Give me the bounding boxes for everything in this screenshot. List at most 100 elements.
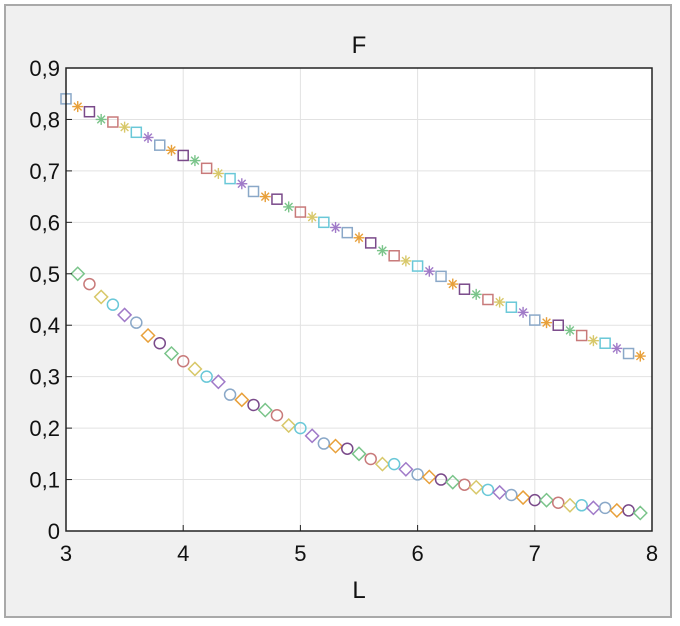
data-point: [224, 172, 236, 185]
data-point: [387, 457, 401, 471]
data-point: [130, 316, 143, 329]
data-point: [306, 211, 318, 223]
y-tick-label: 0,8: [29, 107, 60, 132]
data-point: [423, 265, 435, 277]
data-point: [200, 370, 213, 383]
data-point: [271, 193, 283, 205]
data-point: [609, 502, 625, 518]
data-point: [552, 319, 564, 331]
data-point: [318, 216, 330, 229]
data-point: [247, 185, 260, 198]
data-point: [304, 428, 320, 444]
data-point: [505, 301, 518, 313]
y-tick-label: 0,1: [29, 468, 60, 493]
data-point: [517, 306, 529, 318]
data-point: [223, 388, 237, 401]
chart-title: F: [352, 32, 367, 59]
x-axis-label: L: [352, 577, 365, 604]
y-tick-label: 0,4: [29, 313, 60, 338]
data-point: [622, 504, 635, 517]
data-point: [575, 329, 588, 342]
data-point: [564, 324, 576, 336]
y-tick-label: 0,3: [29, 365, 60, 390]
data-point: [341, 442, 354, 455]
data-point: [598, 501, 612, 515]
data-point: [445, 474, 461, 490]
data-point: [106, 298, 120, 311]
data-point: [529, 314, 541, 326]
data-point: [541, 317, 553, 329]
data-point: [505, 488, 518, 502]
data-point: [587, 335, 599, 347]
data-point: [551, 496, 565, 509]
data-point: [398, 461, 414, 477]
data-point: [72, 101, 84, 113]
grid-lines: [66, 68, 652, 531]
data-point: [212, 167, 224, 179]
data-point: [562, 497, 578, 513]
axis-ticks: 3 4 5 6 7 8 0 0,1 0,2 0,3 0,4 0,5 0,6 0,7 0,8 0,9: [29, 56, 658, 566]
data-point: [435, 270, 447, 283]
data-point: [330, 221, 342, 233]
data-point: [376, 245, 388, 257]
plot-border: [65, 67, 653, 532]
data-point: [468, 479, 484, 495]
data-point: [599, 337, 611, 349]
x-tick-label: 3: [60, 541, 72, 566]
y-tick-label: 0: [48, 519, 60, 544]
data-point: [634, 350, 646, 362]
data-point: [95, 113, 107, 125]
data-point: [492, 484, 508, 500]
data-point: [83, 105, 96, 118]
data-point: [177, 149, 189, 162]
data-point: [234, 392, 250, 408]
data-point: [470, 288, 482, 300]
data-point: [351, 446, 367, 462]
data-point: [176, 354, 190, 368]
y-tick-label: 0,6: [29, 210, 60, 235]
data-point: [353, 232, 365, 244]
x-tick-label: 5: [294, 541, 306, 566]
data-point: [317, 437, 331, 450]
data-point: [482, 293, 494, 306]
data-point: [259, 191, 271, 203]
data-point: [117, 307, 133, 323]
data-point: [70, 266, 86, 282]
data-point: [434, 473, 448, 486]
x-tick-label: 8: [646, 541, 658, 566]
data-point: [236, 178, 248, 190]
data-point: [154, 139, 166, 151]
y-tick-label: 0,9: [29, 56, 60, 81]
data-point: [622, 347, 635, 360]
data-point: [142, 131, 154, 143]
data-point: [187, 361, 203, 377]
data-point: [210, 374, 226, 390]
data-point: [294, 421, 307, 435]
data-point: [281, 417, 297, 434]
data-point: [611, 342, 623, 354]
plot-area: [66, 68, 652, 531]
data-point: [400, 255, 412, 267]
data-point: [189, 155, 201, 167]
y-tick-label: 0,2: [29, 416, 60, 441]
data-point: [364, 452, 377, 466]
data-point: [458, 283, 471, 295]
data-point: [140, 327, 156, 344]
data-point: [447, 278, 459, 290]
data-point: [163, 345, 180, 362]
data-point: [458, 478, 471, 491]
data-point: [411, 260, 424, 272]
data-point: [327, 438, 344, 454]
data-point: [294, 206, 307, 218]
data-point: [538, 492, 555, 508]
data-point: [421, 469, 437, 485]
data-point: [93, 289, 109, 305]
data-point: [130, 126, 143, 139]
data-point: [165, 144, 177, 156]
data-point: [341, 226, 354, 239]
data-point: [374, 456, 391, 472]
data-point: [515, 490, 531, 506]
y-tick-label: 0,7: [29, 159, 60, 184]
data-markers: [60, 93, 648, 521]
